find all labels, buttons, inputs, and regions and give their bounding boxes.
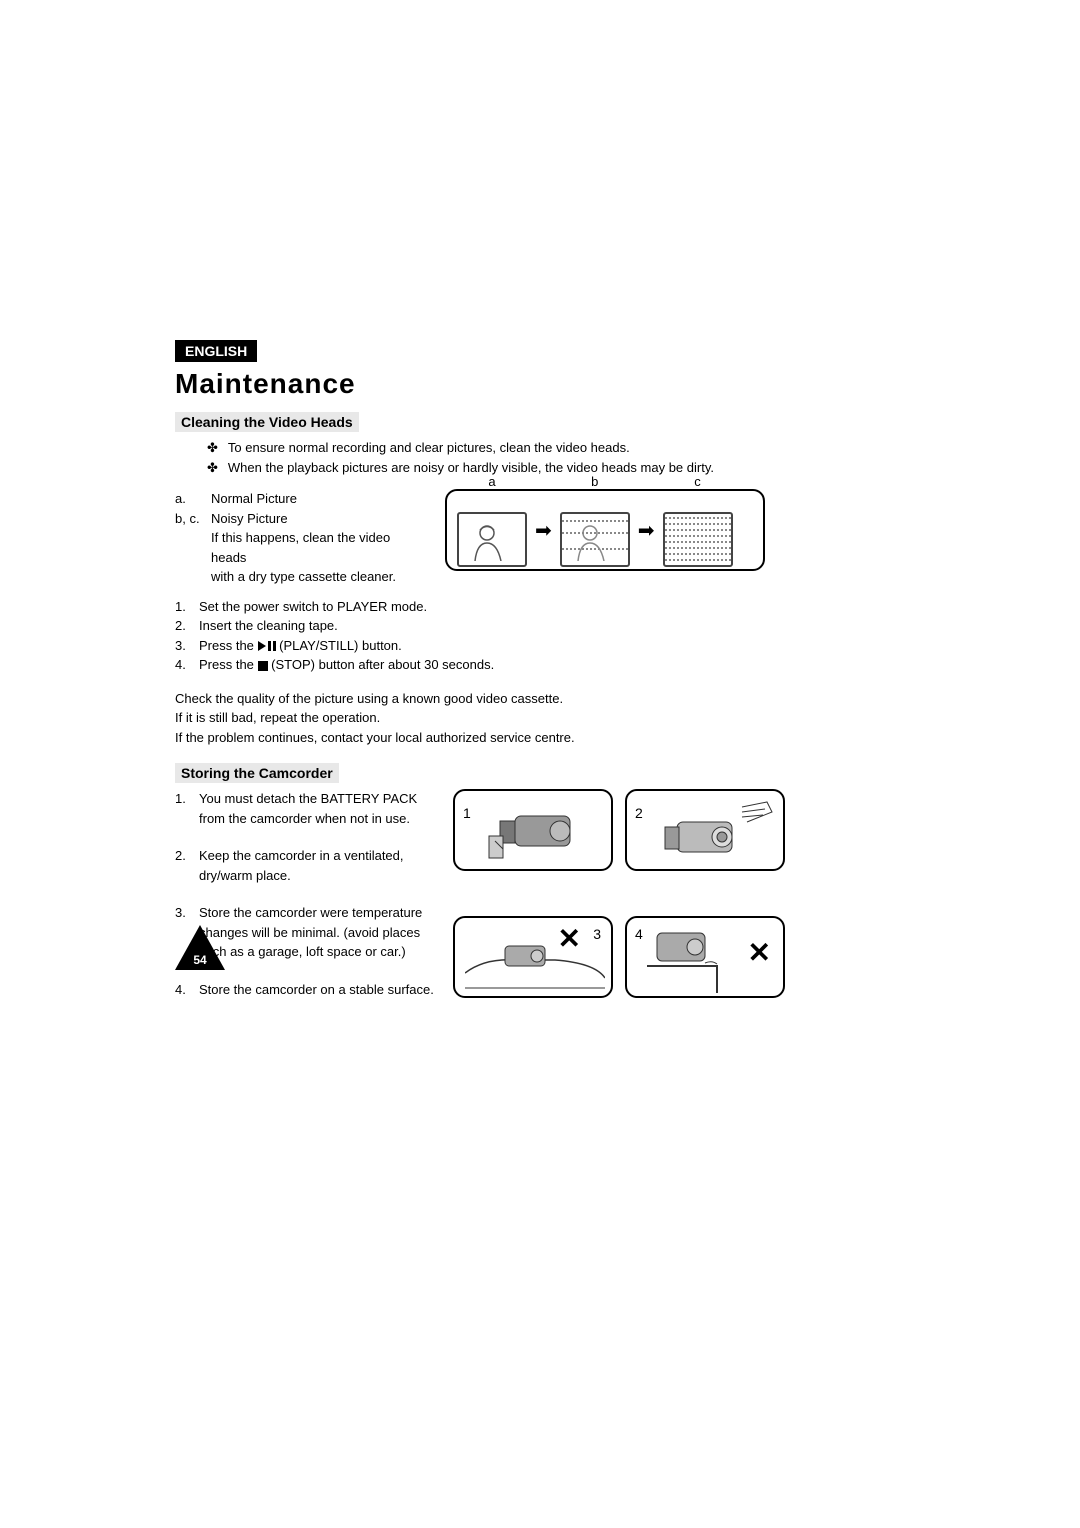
figure-video-heads: a ➡ b ➡ c [445, 489, 765, 571]
step-num: 2. [175, 846, 199, 885]
stop-icon [258, 657, 268, 672]
bullet-list: ✤ To ensure normal recording and clear p… [207, 438, 905, 477]
screen-label: a [488, 474, 495, 489]
step-text: Press the (PLAY/STILL) button. [199, 636, 402, 656]
def-note: with a dry type cassette cleaner. [211, 567, 425, 587]
picture-definitions: a.Normal Picture b, c.Noisy Picture If t… [175, 489, 425, 587]
screen-b-wrap: b [560, 494, 630, 567]
step-text: Set the power switch to PLAYER mode. [199, 597, 427, 617]
figure-detach-battery: 1 [453, 789, 613, 871]
def-text: Normal Picture [211, 489, 297, 509]
step-post: (STOP) button after about 30 seconds. [271, 657, 494, 672]
step-text: You must detach the BATTERY PACK from th… [199, 789, 435, 828]
step-item: 1.You must detach the BATTERY PACK from … [175, 789, 435, 828]
para-line: If the problem continues, contact your l… [175, 728, 905, 748]
page-content: ENGLISH Maintenance Cleaning the Video H… [175, 340, 905, 1031]
bullet-marker: ✤ [207, 438, 218, 458]
step-item: 2.Keep the camcorder in a ventilated, dr… [175, 846, 435, 885]
figure-ventilated: 2 [625, 789, 785, 871]
figure-avoid-car: 3 ✕ [453, 916, 613, 998]
step-text: Press the (STOP) button after about 30 s… [199, 655, 494, 675]
section-heading-storing: Storing the Camcorder [175, 763, 339, 783]
figure-stable-surface: 4 ✕ [625, 916, 785, 998]
cleaning-steps: 1.Set the power switch to PLAYER mode. 2… [175, 597, 905, 675]
camcorder-edge-icon [647, 928, 757, 993]
def-label: a. [175, 489, 211, 509]
step-item: 1.Set the power switch to PLAYER mode. [175, 597, 905, 617]
storing-figures: 1 2 [453, 789, 905, 1031]
page-title: Maintenance [175, 368, 905, 400]
step-num: 2. [175, 616, 199, 636]
screen-a-wrap: a [457, 494, 527, 567]
def-text: Noisy Picture [211, 509, 288, 529]
row-defs-and-figure: a.Normal Picture b, c.Noisy Picture If t… [175, 489, 905, 587]
step-item: 4. Press the (STOP) button after about 3… [175, 655, 905, 675]
screen-c-wrap: c [663, 494, 733, 567]
play-still-icon [258, 638, 276, 653]
bullet-text: When the playback pictures are noisy or … [228, 458, 714, 478]
arrow-right-icon: ➡ [535, 518, 552, 543]
step-num: 3. [175, 636, 199, 656]
step-item: 4.Store the camcorder on a stable surfac… [175, 980, 435, 1000]
person-icon [469, 521, 509, 561]
step-post: (PLAY/STILL) button. [279, 638, 402, 653]
para-line: Check the quality of the picture using a… [175, 689, 905, 709]
bullet-marker: ✤ [207, 458, 218, 478]
step-num: 1. [175, 597, 199, 617]
figure-number: 4 [635, 926, 643, 942]
step-item: 3. Press the (PLAY/STILL) button. [175, 636, 905, 656]
screen-label: c [694, 474, 701, 489]
bullet-item: ✤ When the playback pictures are noisy o… [207, 458, 905, 478]
camcorder-in-car-icon [465, 938, 605, 993]
step-text: Store the camcorder on a stable surface. [199, 980, 434, 1000]
def-note: If this happens, clean the video heads [211, 528, 425, 567]
language-badge: ENGLISH [175, 340, 257, 362]
screen-label: b [591, 474, 598, 489]
screen-normal [457, 512, 527, 567]
figure-number: 2 [635, 805, 643, 821]
step-num: 1. [175, 789, 199, 828]
storing-steps: 1.You must detach the BATTERY PACK from … [175, 789, 435, 1017]
step-text: Store the camcorder were temperature cha… [199, 903, 435, 962]
screen-noisy-partial [560, 512, 630, 567]
hand-camcorder-icon [647, 797, 777, 867]
noise-overlay [665, 514, 731, 565]
step-text: Keep the camcorder in a ventilated, dry/… [199, 846, 435, 885]
step-num: 4. [175, 980, 199, 1000]
step-num: 4. [175, 655, 199, 675]
para-line: If it is still bad, repeat the operation… [175, 708, 905, 728]
step-pre: Press the [199, 657, 258, 672]
step-text: Insert the cleaning tape. [199, 616, 338, 636]
figure-number: 1 [463, 805, 471, 821]
def-label: b, c. [175, 509, 211, 529]
section-heading-cleaning: Cleaning the Video Heads [175, 412, 359, 432]
bullet-text: To ensure normal recording and clear pic… [228, 438, 630, 458]
camcorder-icon [485, 801, 585, 861]
screen-noisy-full [663, 512, 733, 567]
noise-overlay [562, 514, 628, 565]
storing-row: 1.You must detach the BATTERY PACK from … [175, 789, 905, 1031]
arrow-right-icon: ➡ [638, 518, 655, 543]
bullet-item: ✤ To ensure normal recording and clear p… [207, 438, 905, 458]
step-pre: Press the [199, 638, 258, 653]
page-number: 54 [175, 953, 225, 967]
cleaning-paragraph: Check the quality of the picture using a… [175, 689, 905, 748]
step-item: 2.Insert the cleaning tape. [175, 616, 905, 636]
